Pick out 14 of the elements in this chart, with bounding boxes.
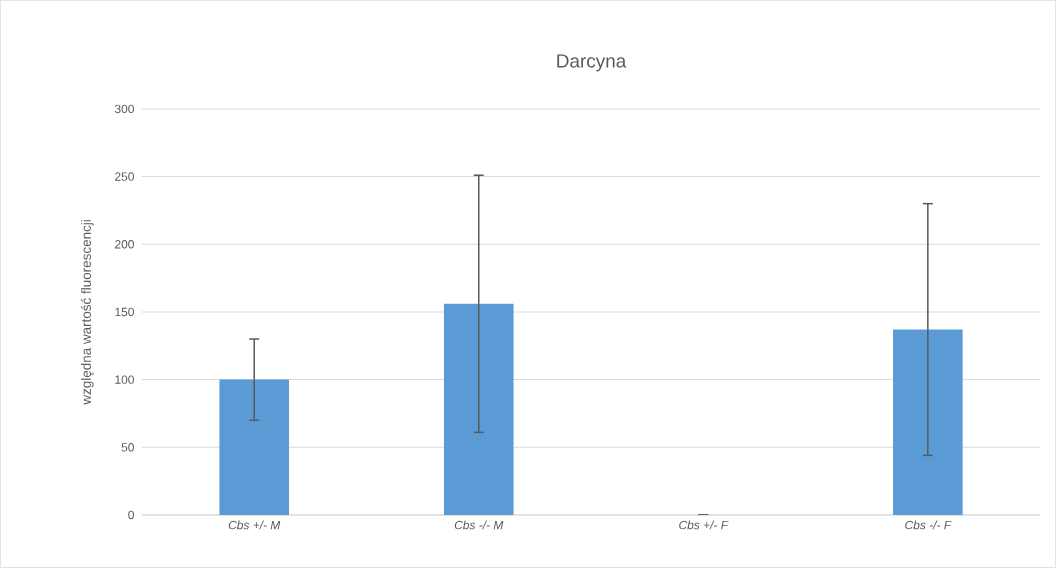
x-tick-label: Cbs +/- M <box>228 520 281 530</box>
y-tick-label: 0 <box>128 510 134 520</box>
y-tick-label: 150 <box>115 307 134 317</box>
y-tick-label: 200 <box>115 240 134 249</box>
x-tick-label: Cbs +/- F <box>679 520 729 530</box>
y-tick-label: 250 <box>115 172 134 181</box>
chart-title: Darcyna <box>557 54 627 72</box>
bar <box>219 379 290 516</box>
x-tick-label: Cbs -/- F <box>905 520 952 530</box>
y-axis-title: względna wartość fluorescencji <box>80 220 94 405</box>
y-tick-label: 100 <box>115 375 134 384</box>
y-tick-label: 50 <box>121 443 134 452</box>
x-tick-label: Cbs -/- M <box>454 520 504 530</box>
y-tick-label: 300 <box>114 104 134 114</box>
